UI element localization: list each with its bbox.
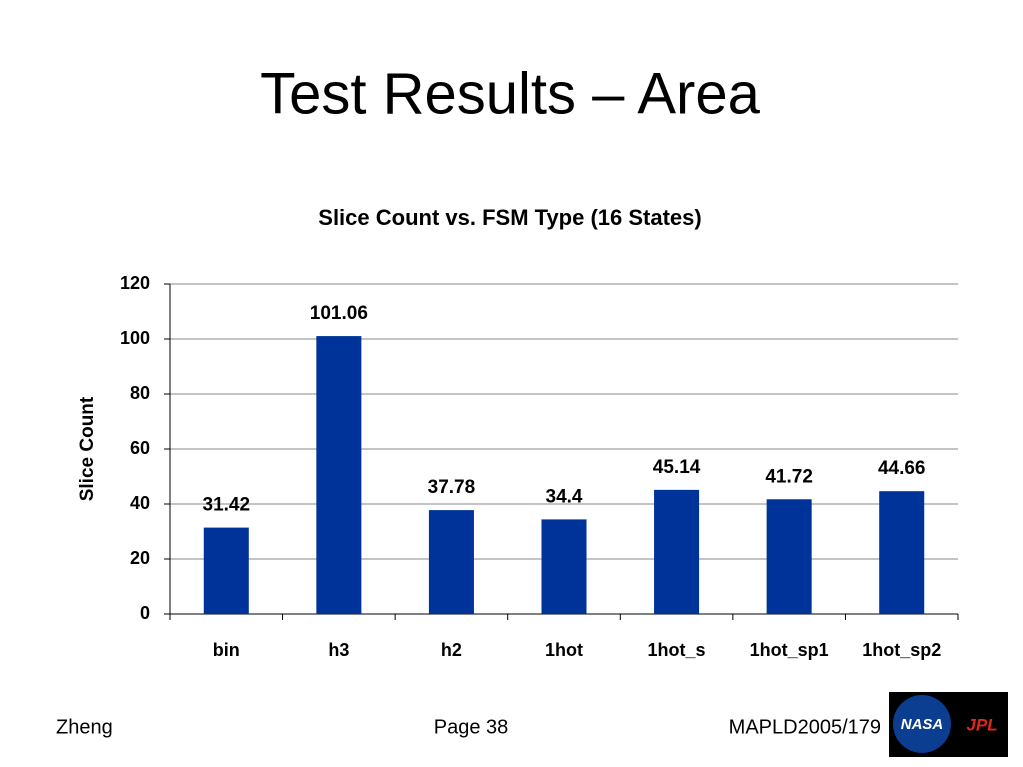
bar (203, 527, 249, 614)
x-tick-label: 1hot_sp2 (862, 640, 941, 660)
bar (541, 519, 587, 614)
bar (766, 499, 812, 614)
x-tick-label: 1hot (545, 640, 583, 660)
footer-left: Zheng (56, 716, 113, 738)
logo: NASA JPL (889, 692, 1008, 757)
bar (316, 336, 362, 614)
y-tick-label: 100 (120, 328, 150, 348)
bar (428, 510, 474, 614)
x-tick-label: h3 (328, 640, 349, 660)
y-tick-label: 0 (140, 603, 150, 623)
y-tick-label: 60 (130, 438, 150, 458)
chart-title: Slice Count vs. FSM Type (16 States) (318, 205, 701, 230)
y-tick-label: 40 (130, 493, 150, 513)
value-label: 101.06 (310, 303, 368, 324)
value-label: 41.72 (765, 466, 813, 487)
logo-nasa: NASA (901, 716, 944, 733)
bar (879, 491, 925, 614)
value-label: 45.14 (653, 457, 701, 478)
value-label: 34.4 (546, 486, 583, 507)
y-tick-label: 20 (130, 548, 150, 568)
x-tick-label: bin (213, 640, 240, 660)
x-tick-label: h2 (441, 640, 462, 660)
y-tick-label: 120 (120, 273, 150, 293)
slide-title: Test Results – Area (260, 61, 760, 126)
x-tick-label: 1hot_sp1 (750, 640, 829, 660)
logo-jpl: JPL (966, 715, 997, 734)
bar (654, 489, 700, 614)
value-label: 37.78 (428, 477, 476, 498)
x-tick-label: 1hot_s (648, 640, 706, 660)
footer-center: Page 38 (434, 716, 509, 738)
value-label: 44.66 (878, 458, 926, 479)
logo-circle (893, 695, 951, 753)
value-label: 31.42 (203, 495, 251, 516)
y-axis-label: Slice Count (77, 396, 98, 501)
footer-right: MAPLD2005/179 (729, 716, 881, 738)
y-tick-label: 80 (130, 383, 150, 403)
